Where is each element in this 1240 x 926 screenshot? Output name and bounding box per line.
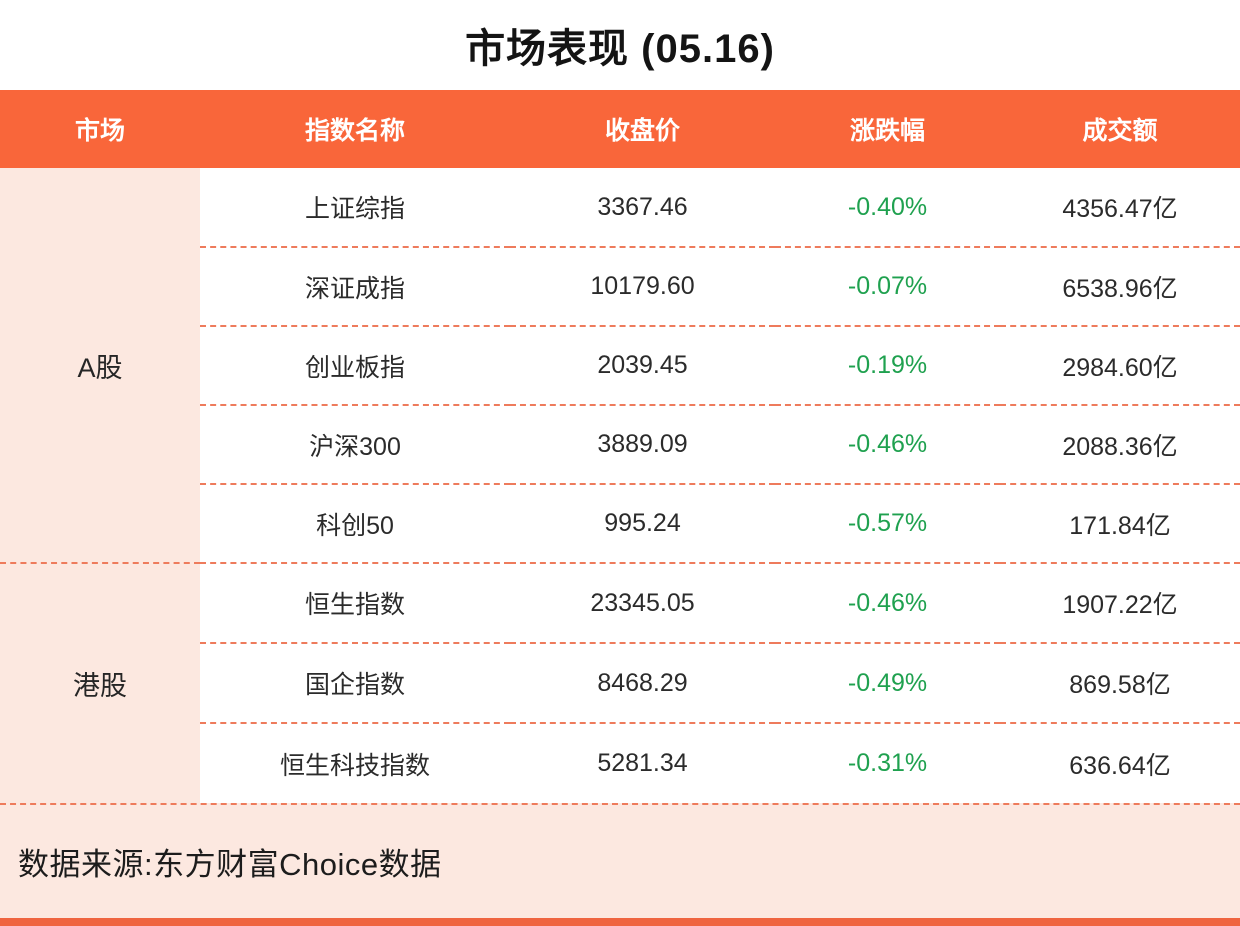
change-percent: -0.19% [775, 326, 1000, 406]
table-row: 国企指数 8468.29 -0.49% 869.58亿 [0, 643, 1240, 724]
col-header-market: 市场 [0, 90, 200, 168]
table-row: 科创50 995.24 -0.57% 171.84亿 [0, 484, 1240, 564]
footer-band: 数据来源:东方财富Choice数据 [0, 803, 1240, 918]
close-price: 8468.29 [510, 643, 775, 724]
index-name: 恒生科技指数 [200, 723, 510, 803]
close-price: 10179.60 [510, 247, 775, 327]
col-header-name: 指数名称 [200, 90, 510, 168]
close-price: 2039.45 [510, 326, 775, 406]
index-name: 深证成指 [200, 247, 510, 327]
table-row: 恒生科技指数 5281.34 -0.31% 636.64亿 [0, 723, 1240, 803]
page-title: 市场表现 (05.16) [465, 27, 775, 71]
close-price: 5281.34 [510, 723, 775, 803]
change-percent: -0.31% [775, 723, 1000, 803]
change-percent: -0.49% [775, 643, 1000, 724]
market-group-label-hk-shares: 港股 [0, 563, 200, 803]
col-header-change: 涨跌幅 [775, 90, 1000, 168]
change-percent: -0.07% [775, 247, 1000, 327]
close-price: 995.24 [510, 484, 775, 564]
table-row: A股 上证综指 3367.46 -0.40% 4356.47亿 [0, 168, 1240, 564]
index-name: 科创50 [200, 484, 510, 564]
table-row: 创业板指 2039.45 -0.19% 2984.60亿 [0, 326, 1240, 406]
index-name: 国企指数 [200, 643, 510, 724]
index-name: 上证综指 [200, 168, 510, 248]
bottom-accent-bar [0, 918, 1240, 926]
col-header-turnover: 成交额 [1000, 90, 1240, 168]
turnover: 2088.36亿 [1000, 405, 1240, 485]
turnover: 1907.22亿 [1000, 563, 1240, 644]
change-percent: -0.57% [775, 484, 1000, 564]
table-header-row: 市场 指数名称 收盘价 涨跌幅 成交额 [0, 90, 1240, 168]
market-performance-table: 市场 指数名称 收盘价 涨跌幅 成交额 A股 上证综指 3367.46 -0.4… [0, 90, 1240, 803]
turnover: 4356.47亿 [1000, 168, 1240, 248]
table-row: 深证成指 10179.60 -0.07% 6538.96亿 [0, 247, 1240, 327]
market-group-label-a-shares: A股 [0, 168, 200, 564]
turnover: 2984.60亿 [1000, 326, 1240, 406]
turnover: 636.64亿 [1000, 723, 1240, 803]
col-header-close: 收盘价 [510, 90, 775, 168]
index-name: 沪深300 [200, 405, 510, 485]
index-name: 恒生指数 [200, 563, 510, 644]
index-name: 创业板指 [200, 326, 510, 406]
title-band: 市场表现 (05.16) [0, 0, 1240, 90]
close-price: 3367.46 [510, 168, 775, 248]
table-row: 沪深300 3889.09 -0.46% 2088.36亿 [0, 405, 1240, 485]
change-percent: -0.46% [775, 405, 1000, 485]
close-price: 3889.09 [510, 405, 775, 485]
turnover: 6538.96亿 [1000, 247, 1240, 327]
change-percent: -0.46% [775, 563, 1000, 644]
turnover: 869.58亿 [1000, 643, 1240, 724]
change-percent: -0.40% [775, 168, 1000, 248]
turnover: 171.84亿 [1000, 484, 1240, 564]
table-row: 港股 恒生指数 23345.05 -0.46% 1907.22亿 [0, 563, 1240, 803]
data-source-text: 数据来源:东方财富Choice数据 [18, 847, 442, 882]
close-price: 23345.05 [510, 563, 775, 644]
